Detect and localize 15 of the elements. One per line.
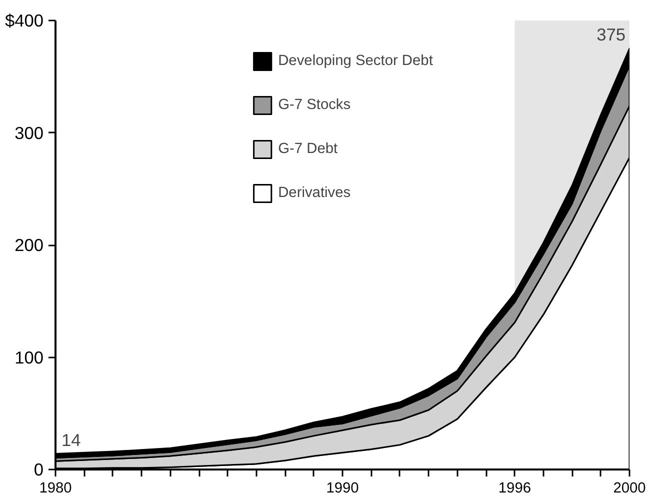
x-tick-label: 2000 bbox=[613, 480, 646, 496]
legend-label: Developing Sector Debt bbox=[278, 53, 433, 69]
legend-label: G-7 Stocks bbox=[278, 97, 351, 113]
annotation: 375 bbox=[596, 24, 626, 45]
legend-label: Derivatives bbox=[278, 185, 351, 201]
y-tick-label: $400 bbox=[4, 10, 44, 30]
legend-label: G-7 Debt bbox=[278, 141, 338, 157]
x-tick-label: 1996 bbox=[498, 480, 532, 496]
annotation: 14 bbox=[62, 430, 82, 450]
x-tick-label: 1990 bbox=[326, 480, 359, 496]
x-tick-label: 1980 bbox=[39, 480, 72, 496]
y-tick-label: 100 bbox=[14, 347, 44, 368]
y-tick-label: 0 bbox=[34, 460, 44, 480]
y-tick-label: 300 bbox=[14, 122, 44, 143]
y-tick-label: 200 bbox=[14, 235, 44, 255]
